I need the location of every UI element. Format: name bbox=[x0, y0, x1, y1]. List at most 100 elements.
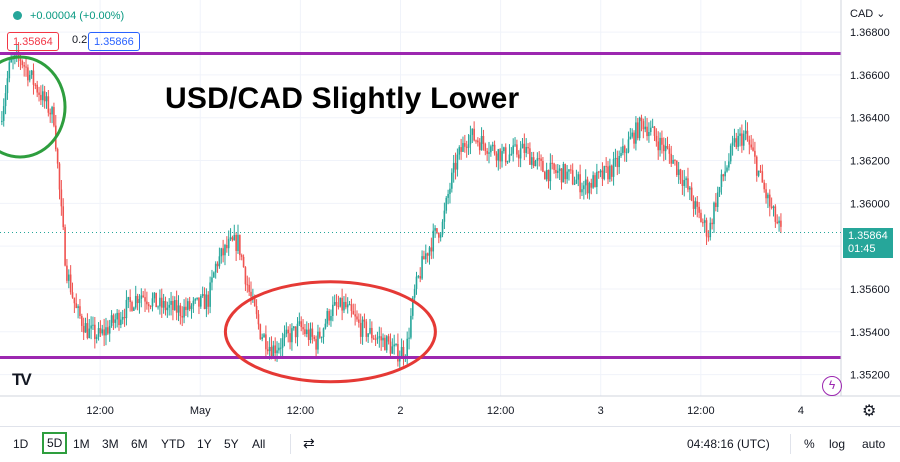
candle-body bbox=[495, 153, 498, 161]
candle-body bbox=[716, 192, 719, 207]
candle-body bbox=[2, 106, 5, 121]
candle-body bbox=[289, 333, 291, 343]
timeframe-1d-button[interactable]: 1D bbox=[13, 437, 29, 451]
timeframe-1y-button[interactable]: 1Y bbox=[197, 437, 212, 451]
candle-series bbox=[1, 41, 782, 371]
candle-body bbox=[542, 160, 544, 172]
candle-body bbox=[778, 220, 780, 224]
candle-body bbox=[28, 74, 31, 81]
timeframe-all-button[interactable]: All bbox=[252, 437, 266, 451]
candle-body bbox=[443, 210, 446, 222]
candle-body bbox=[376, 337, 379, 340]
candle-body bbox=[45, 96, 48, 102]
timeframe-1m-button[interactable]: 1M bbox=[73, 437, 90, 451]
sell-price-box[interactable]: 1.35864 bbox=[7, 32, 59, 51]
candle-body bbox=[516, 144, 518, 155]
candle-body bbox=[337, 306, 340, 308]
candle-body bbox=[151, 298, 154, 307]
candle-body bbox=[261, 337, 263, 340]
candle-body bbox=[610, 165, 613, 177]
candle-body bbox=[449, 188, 451, 195]
candle-body bbox=[707, 236, 710, 238]
candle-body bbox=[744, 130, 747, 134]
candle-body bbox=[644, 126, 646, 130]
candle-body bbox=[19, 57, 22, 62]
timeframe-ytd-button[interactable]: YTD bbox=[161, 437, 185, 451]
candle-body bbox=[207, 294, 210, 307]
candle-body bbox=[73, 297, 76, 304]
utc-clock[interactable]: 04:48:16 (UTC) bbox=[687, 437, 770, 451]
candle-body bbox=[638, 117, 641, 139]
candle-body bbox=[358, 319, 360, 323]
candle-body bbox=[136, 295, 139, 304]
candle-body bbox=[460, 147, 462, 152]
gear-icon[interactable]: ⚙ bbox=[862, 403, 877, 420]
candle-body bbox=[67, 274, 70, 281]
tradingview-logo-icon[interactable]: TV bbox=[12, 370, 32, 389]
candle-body bbox=[149, 306, 152, 308]
candle-body bbox=[114, 319, 117, 323]
buy-price-box[interactable]: 1.35866 bbox=[88, 32, 140, 51]
candle-body bbox=[127, 297, 130, 300]
timeframe-6m-button[interactable]: 6M bbox=[131, 437, 148, 451]
auto-toggle[interactable]: auto bbox=[862, 437, 886, 451]
candle-body bbox=[138, 298, 141, 304]
candle-body bbox=[674, 159, 676, 161]
candle-body bbox=[426, 253, 429, 256]
candle-body bbox=[179, 305, 182, 316]
candle-body bbox=[434, 228, 436, 231]
candle-body bbox=[313, 336, 316, 340]
candle-body bbox=[300, 321, 303, 328]
candle-body bbox=[64, 227, 66, 266]
candle-body bbox=[62, 206, 65, 228]
candle-body bbox=[423, 256, 425, 260]
candle-body bbox=[307, 329, 310, 340]
currency-label: CAD bbox=[850, 8, 874, 20]
candle-body bbox=[188, 301, 191, 310]
candle-body bbox=[242, 256, 245, 268]
candle-body bbox=[547, 169, 550, 182]
price-change: +0.00004 (+0.00%) bbox=[30, 10, 125, 22]
candle-body bbox=[157, 306, 159, 308]
chart-overlay-title: USD/CAD Slightly Lower bbox=[165, 82, 520, 115]
candle-body bbox=[596, 171, 598, 188]
candle-body bbox=[196, 297, 198, 300]
compare-icon[interactable]: ⇄ bbox=[303, 435, 315, 451]
lightning-icon[interactable]: ϟ bbox=[822, 376, 842, 396]
candle-body bbox=[685, 178, 687, 181]
candle-body bbox=[713, 202, 715, 225]
candle-body bbox=[263, 334, 265, 338]
candle-body bbox=[190, 305, 193, 310]
percent-toggle[interactable]: % bbox=[804, 437, 815, 451]
candle-body bbox=[125, 299, 128, 319]
candle-body bbox=[326, 311, 329, 324]
candle-body bbox=[519, 148, 522, 159]
candle-body bbox=[177, 305, 180, 313]
log-toggle[interactable]: log bbox=[829, 437, 846, 451]
candle-body bbox=[755, 156, 758, 176]
candle-body bbox=[371, 327, 373, 339]
timeframe-3m-button[interactable]: 3M bbox=[102, 437, 119, 451]
candle-body bbox=[765, 189, 767, 199]
candle-body bbox=[558, 168, 561, 171]
time-tick-label: 12:00 bbox=[687, 405, 715, 417]
candle-body bbox=[514, 144, 516, 146]
candle-body bbox=[465, 146, 468, 148]
candle-body bbox=[363, 319, 366, 322]
candle-body bbox=[451, 172, 453, 189]
timeframe-5d-button[interactable]: 5D bbox=[42, 432, 68, 454]
candle-body bbox=[497, 149, 500, 161]
currency-selector[interactable]: CAD ⌄ bbox=[850, 7, 886, 20]
candle-body bbox=[636, 122, 639, 139]
candle-body bbox=[506, 161, 509, 163]
candle-body bbox=[772, 206, 775, 208]
timeframe-5y-button[interactable]: 5Y bbox=[224, 437, 239, 451]
candle-body bbox=[319, 331, 321, 338]
time-tick-label: 12:00 bbox=[487, 405, 515, 417]
candle-body bbox=[365, 321, 368, 337]
candle-body bbox=[718, 186, 721, 193]
candle-body bbox=[332, 304, 334, 316]
candle-body bbox=[216, 263, 219, 267]
candle-body bbox=[752, 147, 754, 151]
